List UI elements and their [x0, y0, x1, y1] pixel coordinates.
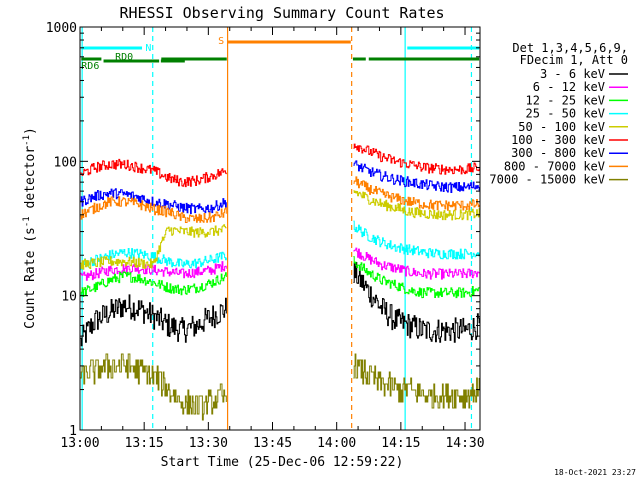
y-tick-label: 1000: [46, 21, 77, 36]
series-7000-15000-trace-1: [80, 353, 227, 421]
legend-header-line-1: Det 1,3,4,5,6,9,: [512, 41, 628, 55]
legend-label-800-7000: 800 - 7000 keV: [504, 159, 605, 173]
series-300-800-trace-2: [353, 160, 480, 193]
flag-label-rd0: RD0: [115, 52, 133, 63]
x-tick-label: 13:00: [60, 436, 99, 451]
y-tick-label: 100: [54, 155, 77, 170]
x-tick-label: 14:15: [381, 436, 420, 451]
plot-frame: [79, 26, 481, 431]
legend-label-6-12: 6 - 12 keV: [533, 80, 605, 94]
legend-label-300-800: 300 - 800 keV: [511, 146, 605, 160]
timestamp: 18-Oct-2021 23:27: [554, 468, 636, 477]
series-7000-15000-trace-2: [353, 353, 480, 409]
series-12-25-trace-1: [80, 271, 227, 297]
legend-label-12-25: 12 - 25 keV: [526, 93, 605, 107]
legend: Det 1,3,4,5,6,9, FDecim 1, Att 0 3 - 6 k…: [489, 41, 628, 187]
series-6-12-trace-2: [353, 247, 480, 280]
y-tick-label: 10: [61, 290, 77, 305]
series-25-50-trace-2: [353, 220, 480, 260]
series-25-50-trace-1: [80, 248, 227, 270]
x-tick-label: 14:00: [317, 436, 356, 451]
flag-label-s: S: [218, 36, 224, 47]
x-tick-label: 13:45: [253, 436, 292, 451]
series-100-300-trace-1: [80, 158, 227, 188]
series-800-7000-trace-1: [80, 196, 227, 223]
axes: 1 10 100 1000 13:00 13:15 13:30 13:45 14:00 14:15…: [46, 21, 485, 451]
series-100-300-trace-2: [353, 143, 480, 175]
legend-label-100-300: 100 - 300 keV: [511, 133, 605, 147]
series-800-7000-trace-2: [353, 176, 480, 211]
series-50-100-trace-2: [353, 190, 480, 221]
x-tick-label: 14:30: [445, 436, 484, 451]
x-tick-label: 13:30: [189, 436, 228, 451]
legend-label-7000-15000: 7000 - 15000 keV: [489, 173, 605, 187]
y-tick-label: 1: [69, 424, 77, 439]
legend-label-25-50: 25 - 50 keV: [526, 107, 605, 121]
x-axis-label: Start Time (25-Dec-06 12:59:22): [161, 455, 404, 470]
series-3-6-trace-2: [353, 262, 480, 343]
series-6-12-trace-1: [80, 261, 227, 281]
x-tick-label: 13:15: [125, 436, 164, 451]
flag-label-n: N: [145, 43, 151, 54]
plot-area: N RD0 RD6 S: [80, 27, 480, 430]
legend-header-line-2: FDecim 1, Att 0: [520, 53, 628, 67]
chart-title: RHESSI Observing Summary Count Rates: [119, 4, 444, 22]
series-50-100-trace-1: [80, 224, 227, 270]
legend-label-3-6: 3 - 6 keV: [540, 67, 605, 81]
legend-label-50-100: 50 - 100 keV: [518, 120, 605, 134]
y-axis-label: Count Rate (s-1 detector-1): [22, 127, 38, 329]
flag-label-rd6: RD6: [81, 61, 99, 72]
series-3-6-trace-1: [80, 294, 227, 347]
series-12-25-trace-2: [353, 256, 480, 299]
